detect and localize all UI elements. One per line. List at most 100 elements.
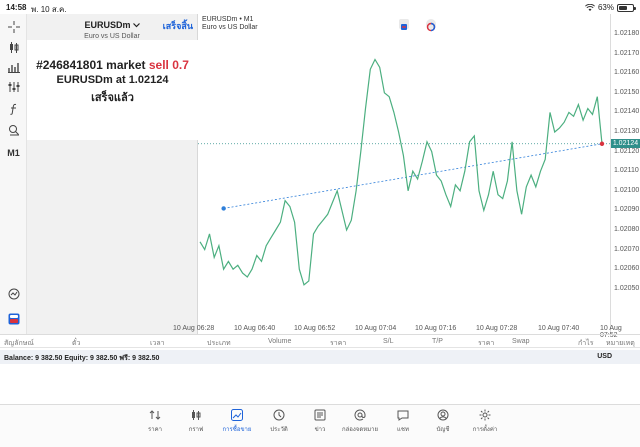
column-header[interactable]: S/L <box>383 338 394 345</box>
trade-close-marker <box>599 141 605 146</box>
order-price: 1.02124 <box>128 74 169 86</box>
column-header[interactable]: กำไร <box>578 340 594 347</box>
y-tick-label: 1.02120 <box>614 147 640 155</box>
history-icon <box>273 409 285 421</box>
one-click-trading-icon[interactable] <box>3 310 24 328</box>
x-tick-label: 10 Aug 07:04 <box>355 325 397 332</box>
y-tick-label: 1.02050 <box>614 284 640 292</box>
order-price-line: EURUSDm at 1.02124 <box>27 74 198 86</box>
column-header[interactable]: เวลา <box>150 340 165 347</box>
chat-icon <box>397 410 409 421</box>
order-line: #246841801 market sell 0.7 <box>27 58 198 72</box>
y-tick-label: 1.02090 <box>614 206 640 214</box>
column-header[interactable]: สัญลักษณ์ <box>4 340 34 347</box>
balance-row: Balance: 9 382.50 Equity: 9 382.50 ฟรี: … <box>0 350 640 364</box>
nav-quotes[interactable]: ราคา <box>135 409 175 439</box>
current-price-tag: 1.02124 <box>611 139 640 149</box>
order-panel: EURUSDm เสร็จสิ้น Euro vs US Dollar #246… <box>27 14 198 334</box>
nav-label: การตั้งค่า <box>472 427 498 433</box>
chart-description: Euro vs US Dollar <box>202 24 258 31</box>
nav-label: การซื้อขาย <box>222 427 252 433</box>
y-tick-label: 1.02110 <box>614 167 639 175</box>
nav-label: บัญชี <box>436 427 450 433</box>
trade-icon <box>231 409 243 421</box>
column-header[interactable]: Volume <box>268 338 292 345</box>
x-tick-label: 10 Aug 07:28 <box>476 325 518 332</box>
trade-levels-icon[interactable] <box>399 19 409 30</box>
order-number: #246841801 <box>36 58 103 72</box>
tool-rail: M1 <box>0 14 27 334</box>
battery-icon <box>617 3 636 12</box>
indicators-icon[interactable] <box>3 78 24 96</box>
depth-of-market-icon[interactable] <box>426 19 436 32</box>
settings-icon <box>479 409 491 421</box>
y-tick-label: 1.02160 <box>614 69 640 77</box>
column-header[interactable]: T/P <box>432 338 443 345</box>
chevron-down-icon <box>132 22 140 27</box>
x-tick-label: 10 Aug 06:28 <box>173 325 215 332</box>
column-header[interactable]: หมายเหตุ <box>606 340 635 347</box>
nav-account[interactable]: บัญชี <box>423 409 463 439</box>
function-icon[interactable] <box>3 100 24 118</box>
y-tick-label: 1.02130 <box>614 128 640 135</box>
quotes-icon <box>149 410 161 420</box>
price-series-line <box>199 58 603 286</box>
bars-icon[interactable] <box>3 58 24 76</box>
nav-label: กล่องจดหมาย <box>341 427 379 433</box>
column-header[interactable]: Swap <box>512 338 530 345</box>
objects-icon[interactable] <box>3 121 24 139</box>
order-type: market <box>106 58 146 72</box>
bottom-nav: ราคา กราฟ การซื้อขาย ประวัติ ข่าว กล่องจดหมาย… <box>0 404 640 447</box>
y-tick-label: 1.02150 <box>614 88 640 96</box>
order-result: #246841801 market sell 0.7 EURUSDm at 1.… <box>27 40 198 140</box>
done-button[interactable]: เสร็จสิ้น <box>162 21 193 31</box>
nav-label: แชท <box>397 427 409 433</box>
balance-currency: USD <box>597 353 612 360</box>
battery-level <box>619 5 628 10</box>
trade-open-marker <box>221 206 226 211</box>
candles-icon[interactable] <box>3 38 24 56</box>
status-time: 14:58 <box>6 3 27 12</box>
y-tick-label: 1.02060 <box>614 265 640 273</box>
column-header[interactable]: ราคา <box>478 340 495 347</box>
nav-label: ราคา <box>148 427 162 433</box>
y-tick-label: 1.02170 <box>614 49 640 57</box>
positions-header: สัญลักษณ์ ตั๋ว เวลา ประเภท Volume ราคา S/L T/P ร… <box>0 334 640 348</box>
nav-chart[interactable]: กราฟ <box>176 409 216 439</box>
crosshair-icon[interactable] <box>3 18 24 36</box>
y-tick-label: 1.02080 <box>614 226 640 233</box>
x-tick-label: 10 Aug 07:52 <box>600 325 622 339</box>
panel-header[interactable]: EURUSDm เสร็จสิ้น <box>27 14 197 36</box>
x-tick-label: 10 Aug 06:52 <box>294 325 336 332</box>
status-right: 63% <box>585 3 636 12</box>
x-tick-label: 10 Aug 07:16 <box>415 325 457 332</box>
timeframe-button[interactable]: M1 <box>7 148 20 158</box>
zoom-icon[interactable] <box>3 285 24 303</box>
y-tick-label: 1.02070 <box>614 245 640 253</box>
wifi-icon <box>585 3 595 11</box>
nav-mailbox[interactable]: กล่องจดหมาย <box>340 409 380 439</box>
order-status: เสร็จแล้ว <box>91 92 134 104</box>
price-axis: 1.02180 1.02170 1.02160 1.02150 1.02140 1.021… <box>610 14 640 334</box>
y-tick-label: 1.02180 <box>614 30 640 37</box>
y-tick-label: 1.02100 <box>614 186 640 194</box>
chart-icon <box>192 410 201 420</box>
nav-news[interactable]: ข่าว <box>300 409 340 439</box>
balance-text: Balance: 9 382.50 Equity: 9 382.50 ฟรี: … <box>4 355 160 362</box>
nav-label: ข่าว <box>314 427 326 433</box>
nav-settings[interactable]: การตั้งค่า <box>465 409 505 439</box>
nav-history[interactable]: ประวัติ <box>259 409 299 439</box>
column-header[interactable]: ประเภท <box>207 340 231 347</box>
chart-plot <box>198 58 610 286</box>
column-header[interactable]: ตั๋ว <box>72 340 81 347</box>
mailbox-icon <box>354 409 366 421</box>
x-tick-label: 10 Aug 07:40 <box>538 325 580 332</box>
column-header[interactable]: ราคา <box>330 340 347 347</box>
account-icon <box>437 409 449 421</box>
nav-trade[interactable]: การซื้อขาย <box>217 409 257 439</box>
y-tick-label: 1.02140 <box>614 108 640 116</box>
x-tick-label: 10 Aug 06:40 <box>234 325 276 332</box>
nav-chat[interactable]: แชท <box>383 409 423 439</box>
price-chart[interactable]: EURUSDm • M1 Euro vs US Dollar <box>198 14 640 334</box>
